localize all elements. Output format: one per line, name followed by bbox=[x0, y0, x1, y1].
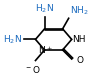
Text: NH: NH bbox=[72, 35, 86, 44]
Text: H$_2$N: H$_2$N bbox=[35, 3, 54, 15]
Text: O: O bbox=[76, 56, 83, 65]
Text: N$^+$: N$^+$ bbox=[38, 44, 53, 56]
Text: $^-$O: $^-$O bbox=[24, 63, 41, 75]
Text: H$_2$N: H$_2$N bbox=[3, 33, 22, 46]
Text: NH$_2$: NH$_2$ bbox=[70, 4, 89, 17]
